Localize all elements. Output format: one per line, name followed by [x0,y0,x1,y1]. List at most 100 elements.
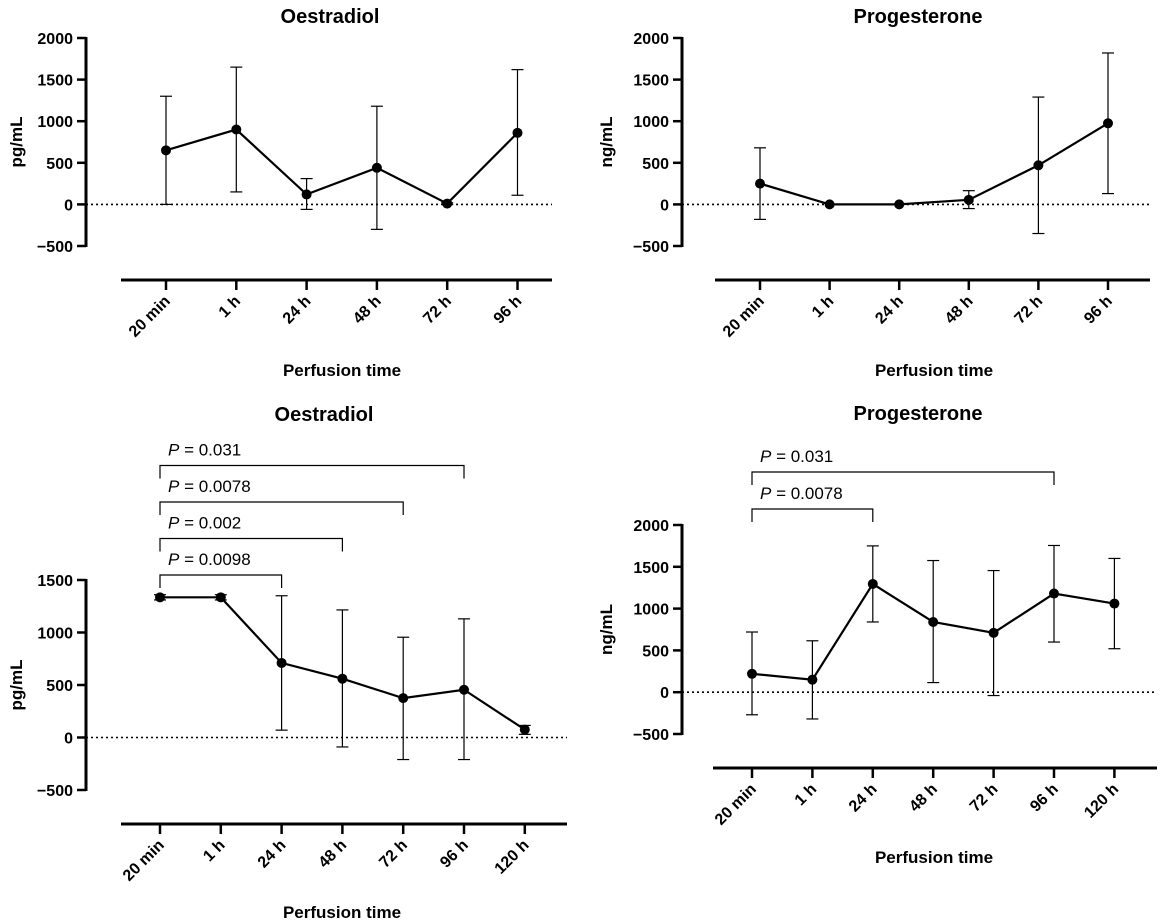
x-axis-label: Perfusion time [283,903,401,922]
data-point [276,657,287,668]
x-tick-label: 20 min [126,293,174,341]
x-axis-label: Perfusion time [875,361,993,380]
data-point [755,178,765,189]
significance-bracket [751,508,874,522]
y-tick-label: 1500 [37,573,73,590]
y-tick-label: −500 [633,239,669,256]
x-tick-label: 72 h [376,837,411,872]
significance-bracket [159,501,404,515]
x-tick-label: 72 h [1012,293,1047,328]
series-line [165,128,519,205]
significance-label: P = 0.0098 [168,550,251,569]
data-point [807,674,818,685]
data-point [1049,588,1059,599]
y-tick-label: 1000 [37,626,73,643]
y-axis-label: pg/mL [7,660,26,711]
y-tick-label: −500 [37,783,73,800]
chart-title: Oestradiol [281,6,380,28]
data-point [442,198,453,209]
x-tick-label: 96 h [1081,293,1116,328]
y-tick-label: 500 [46,156,73,173]
x-tick-label: 48 h [350,293,385,328]
data-point [215,592,226,603]
y-tick-label: 500 [642,643,669,660]
chart-panel-4: Progesterone ng/mL 2000 1500 1000 500 0 −500 20 … [597,403,1157,867]
significance-bracket [751,471,1055,485]
data-point [512,127,523,138]
x-tick-label: 96 h [437,837,472,872]
y-axis-label: ng/mL [597,117,616,168]
y-axis-label: ng/mL [597,604,616,655]
data-point [398,693,409,704]
y-tick-label: 1000 [633,114,669,131]
y-tick-label: 2000 [633,31,669,48]
y-tick-label: 0 [660,685,669,702]
x-tick-label: 1 h [200,837,228,865]
x-axis-label: Perfusion time [875,848,993,867]
y-tick-label: 1500 [633,560,669,577]
y-tick-label: 1500 [37,73,73,90]
significance-bracket [159,464,465,479]
x-tick-label: 20 min [720,293,768,341]
data-point [824,199,835,210]
x-tick-label: 96 h [491,293,526,328]
chart-panel-2: Progesterone ng/mL 2000 1500 1000 500 0 −500 20 … [597,6,1150,380]
data-point [371,162,382,173]
y-tick-label: 2000 [37,31,73,48]
data-point [894,199,905,210]
x-tick-label: 24 h [280,293,315,328]
x-tick-label: 48 h [316,837,351,872]
x-tick-label: 120 h [1081,781,1122,822]
x-tick-label: 24 h [846,781,881,816]
data-point [459,684,469,695]
chart-title: Progesterone [854,403,983,425]
x-tick-label: 1 h [809,293,837,321]
chart-panel-1: Oestradiol pg/mL 2000 1500 1000 500 0 −500 20 mi… [7,6,552,380]
x-tick-label: 24 h [872,293,907,328]
y-tick-label: 0 [64,197,73,214]
x-tick-label: 72 h [420,293,455,328]
y-tick-label: 500 [642,156,669,173]
x-tick-label: 24 h [255,837,290,872]
data-point [1109,598,1120,609]
x-tick-label: 96 h [1027,781,1062,816]
y-tick-label: 2000 [633,518,669,535]
significance-label: P = 0.002 [168,514,241,533]
data-point [155,592,165,603]
x-tick-label: 48 h [906,781,941,816]
y-tick-label: 1000 [37,114,73,131]
y-tick-label: −500 [633,727,669,744]
chart-title: Oestradiol [275,404,374,426]
significance-bracket [159,574,283,588]
significance-bracket [159,537,343,552]
significance-label: P = 0.0078 [168,477,251,496]
data-point [231,124,242,135]
y-tick-label: 1500 [633,73,669,90]
y-tick-label: −500 [37,239,73,256]
x-tick-label: 20 min [712,781,760,829]
x-tick-label: 72 h [967,781,1002,816]
chart-title: Progesterone [854,6,983,28]
series-line [759,122,1109,206]
data-point [988,627,999,638]
chart-panel-3: Oestradiol pg/mL 1500 1000 500 0 −500 20 min 1 h… [7,404,567,922]
x-tick-label: 1 h [216,293,244,321]
x-tick-label: 20 min [120,837,168,885]
y-tick-label: 0 [660,197,669,214]
data-point [519,724,530,735]
significance-label: P = 0.0078 [760,484,843,503]
y-axis-label: pg/mL [7,117,26,168]
y-tick-label: 500 [46,678,73,695]
significance-label: P = 0.031 [168,441,241,460]
data-point [1033,160,1044,171]
x-tick-label: 1 h [792,781,820,809]
data-point [867,578,878,589]
data-point [928,616,939,627]
data-point [963,194,974,205]
x-tick-label: 48 h [942,293,977,328]
data-point [161,145,171,156]
significance-label: P = 0.031 [760,447,833,466]
y-tick-label: 0 [64,731,73,748]
data-point [301,189,312,200]
